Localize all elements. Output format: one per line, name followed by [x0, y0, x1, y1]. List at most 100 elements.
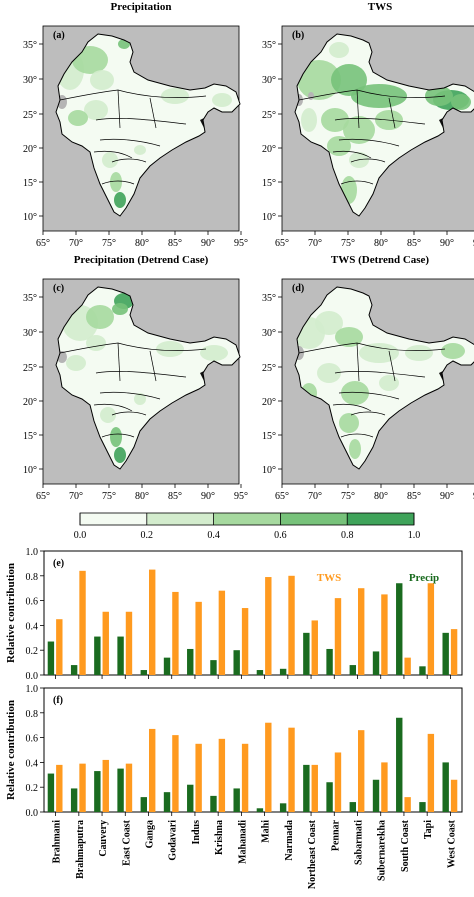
- lon-tick-label: 70°: [69, 238, 83, 249]
- map-title: TWS (Detrend Case): [331, 254, 430, 266]
- lon-tick-label: 90°: [201, 491, 215, 502]
- lat-tick-label: 20°: [23, 144, 37, 155]
- basin-boundary: [117, 89, 207, 98]
- tws-bar: [404, 797, 411, 812]
- basin-boundary: [95, 117, 187, 125]
- tws-bar: [427, 583, 435, 675]
- lat-tick-label: 20°: [262, 144, 276, 155]
- precip-bar: [117, 636, 124, 675]
- lat-tick-label: 35°: [23, 40, 37, 51]
- tws-bar: [311, 764, 318, 812]
- y-tick-label: 0.4: [26, 621, 39, 632]
- lon-tick-label: 95°: [234, 238, 248, 249]
- lon-tick-label: 75°: [102, 238, 116, 249]
- precip-bar: [303, 764, 310, 812]
- tws-bar: [381, 594, 388, 675]
- lon-tick-label: 85°: [407, 238, 421, 249]
- lat-tick-label: 20°: [262, 397, 276, 408]
- shade-patch: [301, 108, 317, 132]
- shade-patch: [161, 88, 189, 104]
- lat-tick-label: 25°: [262, 363, 276, 374]
- shade-patch: [110, 427, 122, 447]
- lon-tick-label: 70°: [308, 491, 322, 502]
- lat-tick-label: 20°: [23, 397, 37, 408]
- tws-bar: [125, 611, 133, 675]
- lat-tick-label: 35°: [23, 293, 37, 304]
- tws-bar: [288, 575, 295, 675]
- map-title: Precipitation (Detrend Case): [74, 254, 209, 266]
- tws-bar: [450, 779, 458, 812]
- precip-bar: [279, 668, 287, 675]
- y-tick-label: 1.0: [26, 547, 39, 558]
- colorbar-segment: [213, 513, 281, 525]
- basin-boundary: [350, 158, 386, 163]
- shade-patch: [335, 327, 363, 347]
- precip-bar: [47, 773, 55, 812]
- precip-bar: [70, 788, 78, 812]
- lon-tick-label: 80°: [135, 238, 149, 249]
- lon-tick-label: 65°: [275, 491, 289, 502]
- lon-tick-label: 85°: [168, 491, 182, 502]
- shade-patch: [329, 42, 349, 58]
- tws-bar: [265, 577, 272, 675]
- precip-bar: [94, 636, 101, 675]
- colorbar-tick-label: 0.2: [141, 530, 154, 541]
- basin-boundary: [350, 411, 386, 416]
- precip-bar: [47, 641, 55, 675]
- colorbar-tick-label: 1.0: [408, 530, 421, 541]
- shade-patch: [297, 60, 341, 100]
- precip-bar: [279, 803, 287, 812]
- map-panel-2: Precipitation (Detrend Case) (c) 65° 70° 75°…: [23, 254, 248, 502]
- category-label: Ganga: [145, 820, 156, 848]
- country-outline: [294, 33, 474, 217]
- shade-patch: [349, 439, 361, 459]
- shade-patch: [200, 345, 228, 361]
- map-shading: [56, 39, 232, 208]
- y-axis-label: Relative contribution: [5, 563, 17, 663]
- shade-patch: [68, 110, 88, 126]
- lat-tick-label: 15°: [262, 178, 276, 189]
- tws-bar: [102, 759, 109, 812]
- basin-boundary: [334, 370, 426, 378]
- shade-patch: [100, 407, 116, 423]
- precip-bar: [419, 802, 426, 812]
- shade-patch: [86, 305, 114, 329]
- shade-patch: [66, 355, 86, 371]
- y-tick-label: 0.8: [26, 572, 39, 583]
- basin-boundary: [356, 342, 360, 382]
- tws-bar: [381, 762, 388, 812]
- basin-boundary: [149, 97, 157, 129]
- basin-boundary: [298, 89, 358, 101]
- category-label: Narmada: [284, 820, 295, 861]
- basin-boundary: [111, 158, 147, 163]
- tws-bar: [102, 611, 109, 675]
- shade-patch: [341, 381, 369, 405]
- colorbar-segment: [80, 513, 147, 525]
- shade-patch: [405, 345, 433, 361]
- precip-bar: [419, 666, 426, 675]
- tws-bar: [218, 590, 226, 675]
- shade-patch: [425, 86, 453, 106]
- basin-boundary: [332, 403, 372, 412]
- category-label: Krishna: [214, 820, 225, 855]
- tws-bar: [79, 570, 86, 675]
- map-title: Precipitation: [111, 1, 172, 13]
- panel-label: (f): [53, 695, 63, 706]
- tws-bar: [172, 591, 179, 675]
- colorbar: 0.0 0.2 0.4 0.6 0.8 1.0: [74, 512, 421, 541]
- category-label: Subernarekha: [377, 820, 388, 881]
- shade-patch: [90, 70, 114, 90]
- precip-bar: [70, 665, 78, 675]
- colorbar-segment: [280, 513, 348, 525]
- bar-chart-1: 0.0 0.2 0.4 0.6 0.8 1.0 Relative contribution (…: [5, 684, 463, 889]
- y-axis-label: Relative contribution: [5, 700, 17, 800]
- precip-bar: [256, 670, 264, 675]
- shade-patch: [114, 192, 126, 208]
- shade-patch: [379, 375, 399, 391]
- lat-tick-label: 10°: [23, 465, 37, 476]
- basin-boundary: [356, 342, 446, 351]
- shade-patch: [134, 393, 146, 405]
- bar-chart-0: 0.0 0.2 0.4 0.6 0.8 1.0 Relative contribution (…: [5, 547, 463, 682]
- lat-tick-label: 15°: [262, 431, 276, 442]
